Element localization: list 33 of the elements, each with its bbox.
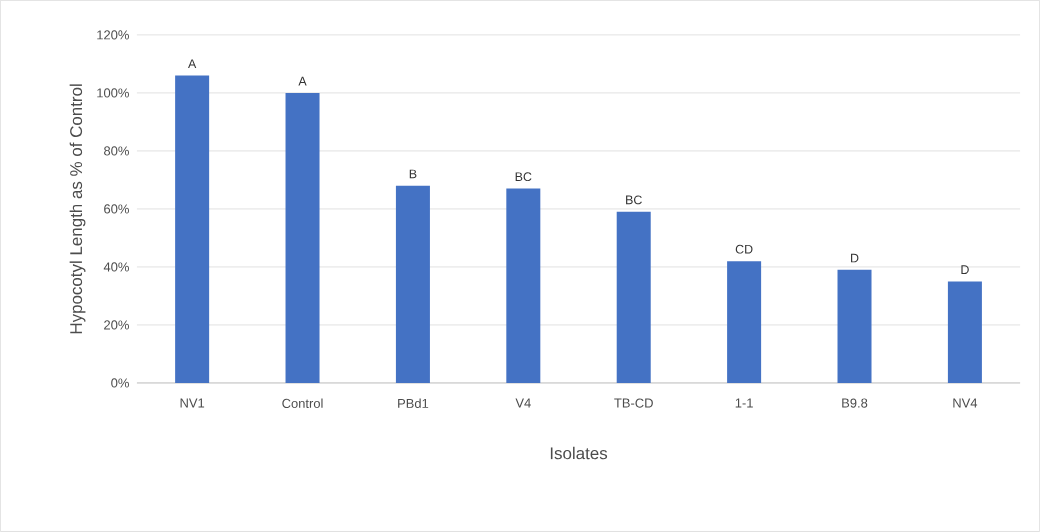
annotation: A <box>298 76 307 86</box>
x-tick-label: B9.8 <box>842 398 868 408</box>
y-tick-label: 20% <box>104 320 129 330</box>
annotation: CD <box>735 244 753 254</box>
bar <box>506 188 541 384</box>
bar <box>395 185 430 384</box>
y-tick-label: 100% <box>97 88 129 98</box>
x-tick-label: PBd1 <box>398 398 429 409</box>
annotation: D <box>961 265 969 274</box>
bar <box>616 211 651 384</box>
x-tick-label: NV4 <box>953 398 978 408</box>
y-tick-label: 120% <box>97 30 129 40</box>
annotation: BC <box>515 172 532 182</box>
x-tick-label: Control <box>282 398 323 409</box>
annotation: BC <box>626 195 642 205</box>
x-axis-title: Isolates <box>550 446 608 460</box>
bar <box>837 269 872 384</box>
bar <box>285 92 320 384</box>
bar <box>175 75 210 384</box>
y-tick-label: 60% <box>104 204 129 214</box>
y-tick-label: 80% <box>104 146 129 156</box>
bar <box>947 281 982 384</box>
annotation: A <box>188 59 197 69</box>
bar <box>727 261 762 384</box>
x-tick-label: TB-CD <box>614 398 653 408</box>
x-tick-label: V4 <box>515 398 531 408</box>
y-tick-label: 0% <box>111 378 129 388</box>
x-tick-label: 1-1 <box>735 398 753 408</box>
x-tick-label: NV1 <box>180 398 205 408</box>
y-tick-label: 40% <box>103 262 129 272</box>
annotation: B <box>409 169 417 179</box>
annotation: D <box>851 253 859 263</box>
y-axis-title: Hypocotyl Length as % of Control <box>69 84 86 334</box>
